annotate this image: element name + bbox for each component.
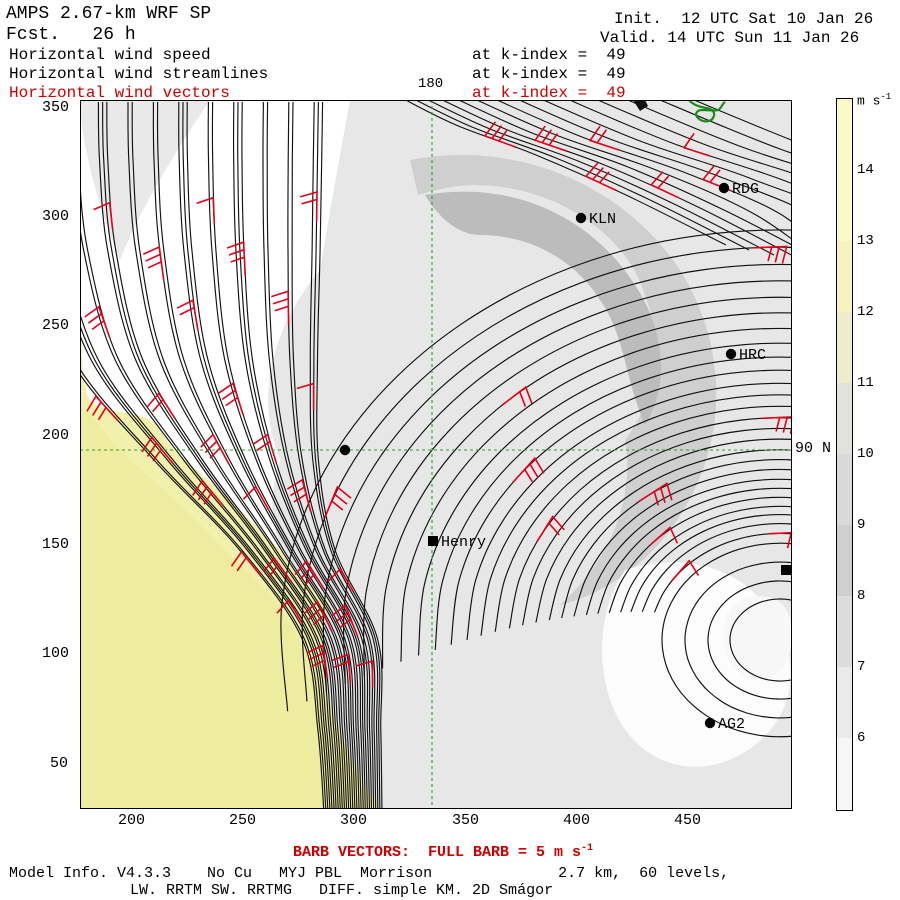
svg-text:AG2: AG2	[718, 716, 745, 733]
svg-text:Henry: Henry	[441, 534, 486, 551]
svg-text:KLN: KLN	[589, 211, 616, 228]
svg-text:HRC: HRC	[739, 347, 766, 364]
svg-text:RDG: RDG	[732, 181, 759, 198]
